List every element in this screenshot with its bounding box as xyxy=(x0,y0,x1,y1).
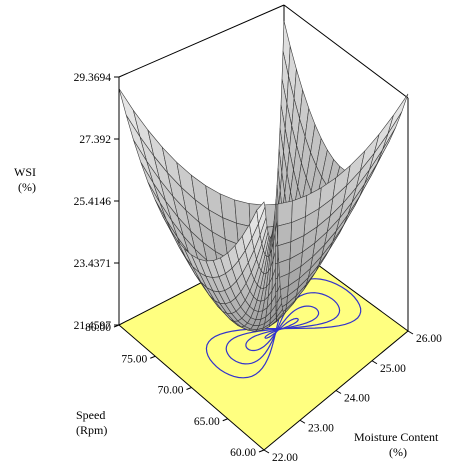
speed-tick-label: 60.00 xyxy=(230,447,256,459)
z-tick-label: 27.392 xyxy=(79,134,111,146)
surface-patch xyxy=(118,88,141,137)
speed-tick-label: 75.00 xyxy=(121,353,147,365)
z-axis-label-line2: (%) xyxy=(18,180,36,194)
speed-axis-label-line2: (Rpm) xyxy=(76,423,107,437)
speed-tick-label: 70.00 xyxy=(158,385,184,397)
speed-tick-mark xyxy=(222,418,228,422)
speed-tick-mark xyxy=(258,449,265,453)
response-surface-mesh xyxy=(118,20,409,332)
speed-tick-mark xyxy=(150,355,156,359)
contour-lines xyxy=(205,278,362,379)
speed-tick-label: 80.00 xyxy=(85,322,111,334)
moisture-axis-label-line1: Moisture Content xyxy=(354,430,439,444)
surface-patch xyxy=(387,93,409,134)
moisture-tick-mark xyxy=(299,419,306,424)
speed-tick-mark xyxy=(186,387,192,390)
moisture-tick-label: 24.00 xyxy=(344,393,370,405)
moisture-axis-label-line2: (%) xyxy=(389,445,407,459)
z-tick-label: 29.3694 xyxy=(74,72,112,84)
z-tick-label: 21.4597 xyxy=(74,320,112,332)
moisture-tick-label: 22.00 xyxy=(272,452,298,464)
surface-patch xyxy=(277,200,293,227)
moisture-tick-mark xyxy=(263,449,270,454)
z-axis-ticks: 29.3694 27.392 25.4146 23.4371 21.4597 xyxy=(74,72,119,332)
speed-axis-label-line1: Speed xyxy=(76,408,105,422)
moisture-tick-label: 26.00 xyxy=(416,333,442,345)
speed-tick-mark xyxy=(113,324,120,328)
speed-axis-ticks: 80.00 75.00 70.00 65.00 60.00 xyxy=(85,322,265,459)
moisture-tick-mark xyxy=(335,390,342,394)
moisture-tick-mark xyxy=(407,330,414,335)
surface-patch xyxy=(234,199,251,227)
moisture-tick-label: 25.00 xyxy=(380,363,406,375)
moisture-axis-ticks: 26.00 25.00 24.00 23.00 22.00 xyxy=(263,330,442,464)
moisture-tick-label: 23.00 xyxy=(308,422,334,434)
z-axis-label-line1: WSI xyxy=(14,165,36,179)
contour-line-4 xyxy=(205,278,362,379)
z-tick-label: 25.4146 xyxy=(74,196,112,208)
box-edge-top-right xyxy=(283,4,409,99)
surface-patch xyxy=(256,201,266,224)
moisture-tick-mark xyxy=(371,360,378,365)
speed-tick-label: 65.00 xyxy=(194,416,220,428)
z-tick-label: 23.4371 xyxy=(74,258,112,270)
box-edge-top-left xyxy=(118,4,285,78)
